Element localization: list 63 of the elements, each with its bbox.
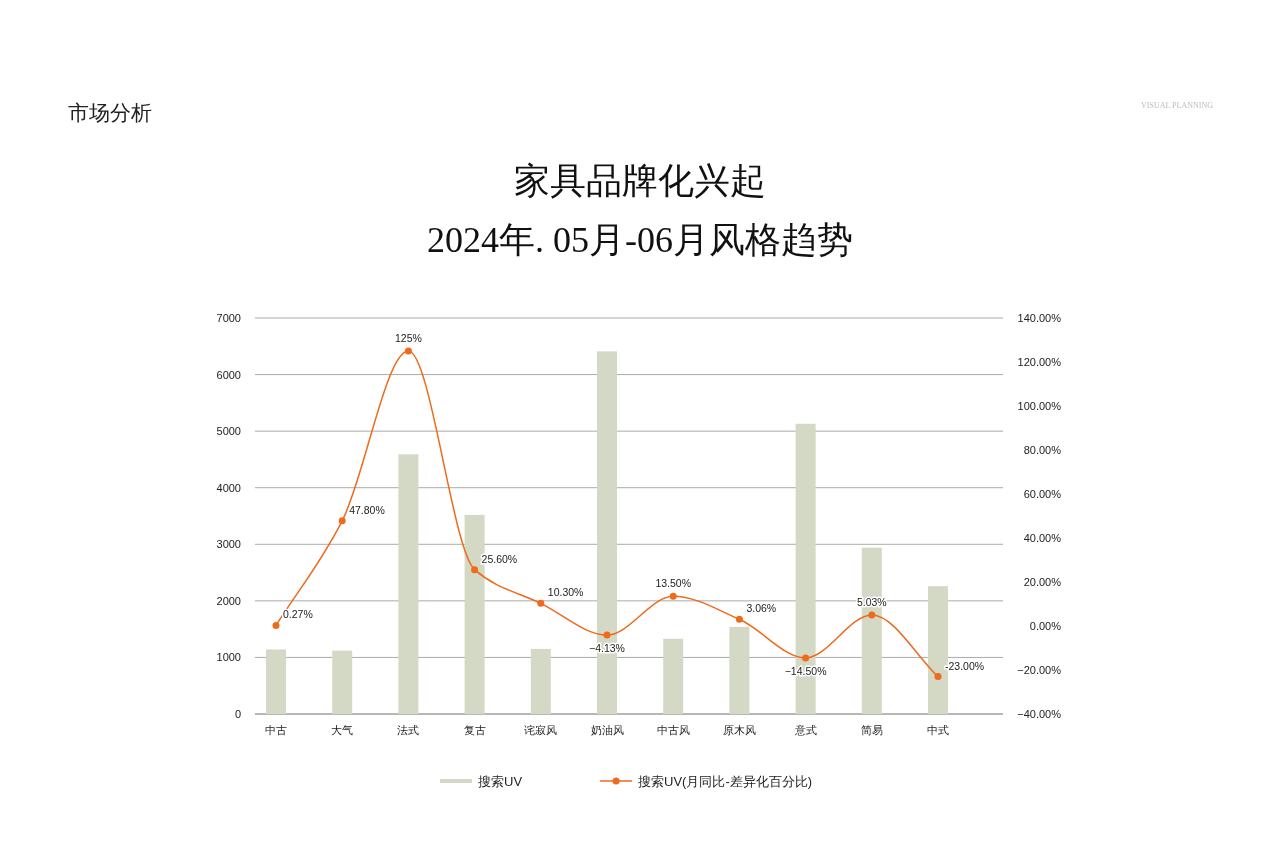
x-tick-label: 中古 (265, 724, 287, 736)
point (338, 517, 346, 525)
legend-label: 搜索UV (478, 774, 523, 789)
data-label: −14.50% (784, 664, 827, 677)
bar (398, 454, 419, 714)
data-label: 47.80% (349, 503, 385, 516)
y2-tick-label: 140.00% (1017, 312, 1062, 324)
y2-tick-label: 120.00% (1017, 356, 1062, 368)
x-tick-label: 原木风 (722, 724, 756, 736)
data-label: 125% (394, 332, 422, 344)
point (404, 347, 412, 355)
y-tick-label: 1000 (216, 651, 241, 664)
point (603, 631, 611, 639)
point (471, 566, 479, 574)
point (537, 599, 545, 607)
point (802, 654, 810, 662)
x-tick-label: 诧寂风 (524, 724, 558, 736)
y2-tick-label: 60.00% (1023, 488, 1062, 500)
bar (729, 626, 750, 714)
legend-label: 搜索UV(月同比-差异化百分比) (638, 774, 813, 789)
y-tick-label: 3000 (216, 538, 241, 551)
data-label: 5.03% (856, 595, 887, 608)
x-tick-label: 中式 (927, 724, 949, 736)
y-tick-label: 5000 (216, 425, 241, 438)
y2-tick-label: 20.00% (1023, 576, 1062, 588)
data-label: −4.13% (589, 642, 625, 655)
y2-tick-label: −20.00% (1017, 664, 1062, 676)
data-label: 13.50% (655, 577, 692, 590)
y-tick-label: 7000 (216, 312, 241, 324)
x-tick-label: 简易 (860, 724, 883, 736)
data-label: -23.00% (945, 659, 985, 672)
chart-subtitle: 2024年. 05月-06月风格趋势 (427, 220, 853, 260)
point (272, 621, 280, 629)
y-tick-label: 4000 (216, 481, 241, 494)
text: 市场分析 (68, 101, 152, 125)
y2-tick-label: 0.00% (1029, 620, 1062, 632)
y-tick-label: 2000 (216, 594, 241, 607)
y2-tick-label: 100.00% (1017, 400, 1062, 412)
bar (332, 650, 353, 714)
x-tick-label: 意式 (793, 724, 817, 736)
bar (663, 638, 684, 714)
y2-tick-label: −40.00% (1017, 708, 1062, 720)
x-tick-label: 法式 (397, 724, 420, 736)
x-tick-label: 大气 (331, 724, 354, 736)
y2-tick-label: 80.00% (1023, 444, 1062, 456)
x-tick-label: 中古风 (656, 724, 690, 736)
point (669, 592, 677, 600)
bar (530, 648, 551, 714)
x-tick-label: 复古 (463, 724, 486, 736)
y-tick-label: 6000 (216, 368, 241, 381)
point (735, 615, 743, 623)
x-tick-label: 奶油风 (590, 724, 624, 736)
bar (266, 649, 286, 714)
data-label: 0.27% (283, 608, 313, 621)
y-tick-label: 0 (234, 708, 241, 720)
chart-title: 家具品牌化兴起 (514, 161, 766, 201)
point (868, 611, 876, 619)
y2-tick-label: 40.00% (1023, 532, 1062, 544)
point (934, 673, 942, 681)
text: VISUAL PLANNING (1141, 101, 1214, 110)
data-label: 10.30% (547, 586, 584, 599)
data-label: 3.06% (746, 602, 777, 615)
data-label: 25.60% (481, 552, 518, 565)
